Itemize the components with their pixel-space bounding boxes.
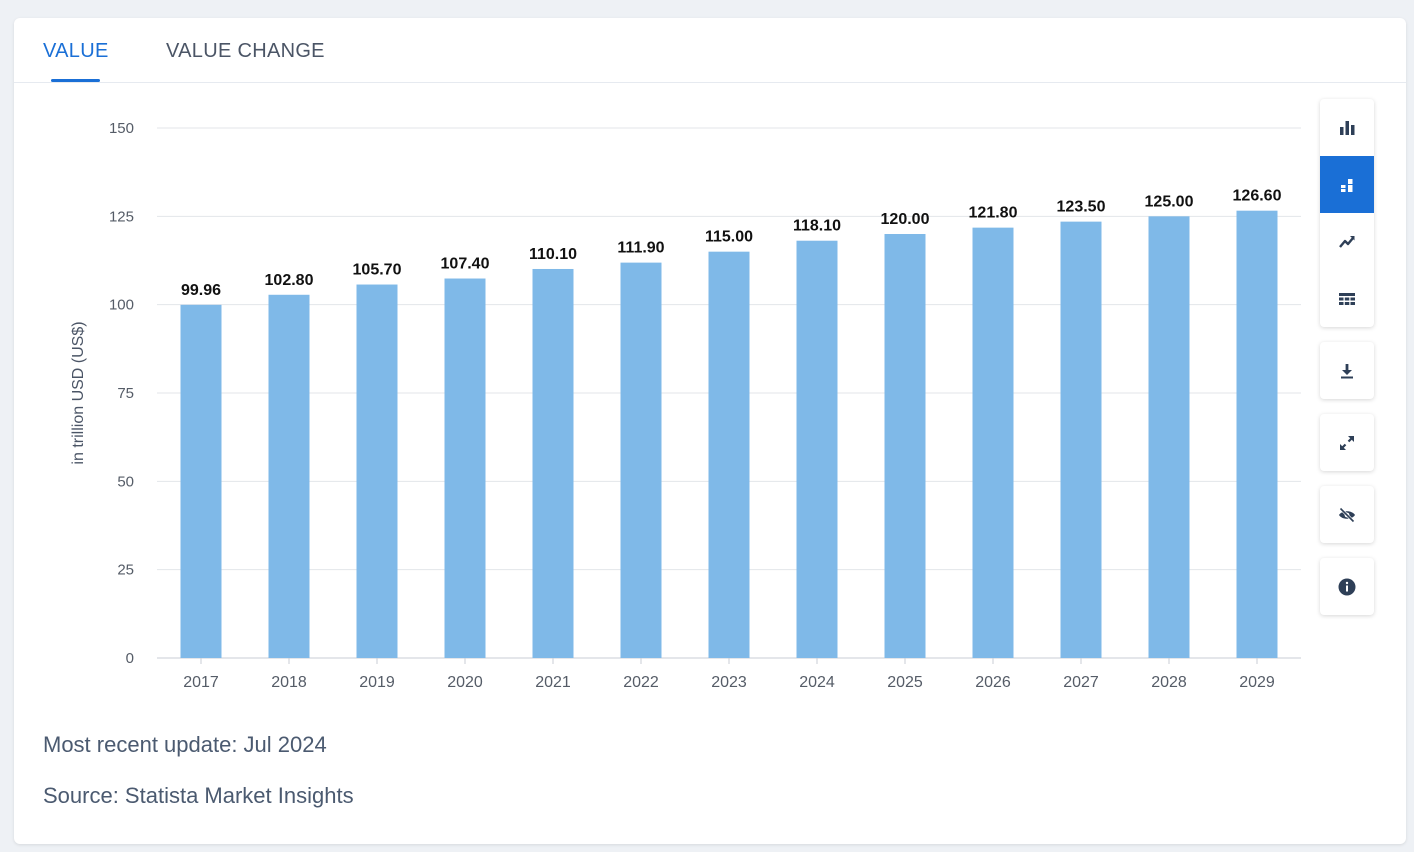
tab-bar: VALUE VALUE CHANGE [14,18,1406,83]
y-tick-label: 100 [109,297,134,314]
y-tick-label: 150 [109,120,134,137]
bar [532,268,574,658]
bar [1148,216,1190,659]
y-axis-title: in trillion USD (US$) [70,321,87,464]
hide-icon [1339,506,1355,523]
hide-group [1320,486,1374,543]
y-tick-label: 0 [126,650,134,667]
download-button[interactable] [1320,342,1374,399]
fullscreen-group [1320,414,1374,471]
y-tick-label: 125 [109,208,134,225]
x-tick-label: 2025 [887,674,923,691]
data-label: 125.00 [1145,193,1194,210]
x-tick-label: 2017 [183,674,219,691]
chart-type-toolbar [1320,99,1374,327]
bar [972,227,1014,658]
data-label: 110.10 [529,246,577,263]
x-tick-label: 2022 [623,674,659,691]
data-label: 107.40 [441,256,490,273]
data-label: 99.96 [181,282,221,299]
bar [444,278,486,658]
data-label: 121.80 [969,205,1018,222]
x-tick-label: 2019 [359,674,395,691]
x-tick-label: 2023 [711,674,747,691]
table-button[interactable] [1320,270,1374,327]
bar [180,304,222,658]
data-label: 118.10 [793,218,841,235]
hide-button[interactable] [1320,486,1374,543]
update-text: Most recent update: Jul 2024 [43,732,327,757]
download-group [1320,342,1374,399]
bar-chart-icon [1340,120,1355,135]
bar [884,234,926,658]
source-text: Source: Statista Market Insights [43,783,354,808]
trend-line-icon [1339,235,1355,248]
x-tick-label: 2024 [799,674,835,691]
bar [796,240,838,659]
fullscreen-icon [1340,435,1354,450]
bar [620,262,662,658]
bar-chart-button[interactable] [1320,99,1374,156]
info-group [1320,558,1374,615]
fullscreen-button[interactable] [1320,414,1374,471]
bar [356,284,398,658]
active-tab-indicator [51,79,100,82]
tab-value-change[interactable]: VALUE CHANGE [166,40,325,62]
bar [1236,210,1278,658]
x-tick-label: 2029 [1239,674,1275,691]
y-tick-label: 75 [117,385,134,402]
x-tick-label: 2026 [975,674,1011,691]
data-label: 102.80 [265,272,314,289]
info-button[interactable] [1320,558,1374,615]
data-label: 111.90 [617,240,664,257]
data-label: 105.70 [353,262,402,279]
data-label: 126.60 [1233,188,1282,205]
y-tick-label: 25 [117,562,134,579]
info-icon [1338,578,1356,595]
chart-card: VALUE VALUE CHANGE 0 25 50 75 100 125 150 in tr… [14,18,1406,844]
download-icon [1341,363,1353,378]
x-tick-label: 2018 [271,674,307,691]
y-tick-label: 50 [117,473,134,490]
tab-value[interactable]: VALUE [43,40,109,62]
x-tick-label: 2028 [1151,674,1187,691]
stacked-bar-button[interactable] [1320,156,1374,213]
data-label: 123.50 [1057,199,1106,216]
table-icon [1339,292,1355,305]
x-tick-label: 2021 [535,674,571,691]
data-label: 120.00 [881,211,930,228]
data-label: 115.00 [705,229,753,246]
x-tick-label: 2027 [1063,674,1099,691]
bar-chart: 0 25 50 75 100 125 150 in trillion USD (US$) 99.… [70,120,1301,691]
trend-line-button[interactable] [1320,213,1374,270]
x-tick-label: 2020 [447,674,483,691]
bar [708,251,750,658]
stacked-bar-icon [1341,178,1353,192]
bar [1060,221,1102,658]
bar [268,294,310,658]
